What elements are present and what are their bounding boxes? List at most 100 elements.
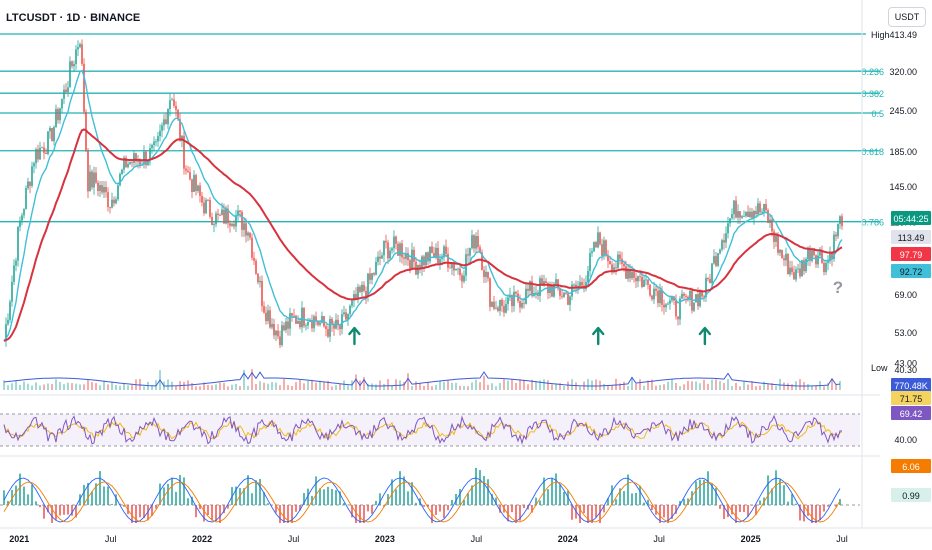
volume-bar <box>699 383 701 390</box>
volume-bar <box>39 385 41 390</box>
candle-body <box>265 312 267 322</box>
candle-body <box>103 187 105 193</box>
momentum-bar <box>203 505 205 522</box>
candle-body <box>449 267 451 269</box>
momentum-line-slow <box>3 481 841 523</box>
volume-bar <box>571 379 573 390</box>
rsi-badge-value: 69.42 <box>900 409 923 419</box>
candle-body <box>567 293 569 305</box>
candle-body <box>489 278 491 307</box>
momentum-bar <box>267 503 269 505</box>
candle-body <box>177 109 179 120</box>
volume-bar <box>687 380 689 390</box>
candle-body <box>227 208 229 224</box>
candle-body <box>327 329 329 337</box>
volume-bar <box>203 382 205 390</box>
momentum-bar <box>155 505 157 509</box>
volume-bar <box>507 380 509 390</box>
candle-body <box>693 302 695 311</box>
candle-body <box>687 296 689 300</box>
x-tick-label: 2023 <box>375 534 395 544</box>
candle-body <box>633 272 635 278</box>
candle-body <box>159 130 161 137</box>
candle-body <box>547 283 549 294</box>
momentum-bar <box>247 475 249 505</box>
currency-badge[interactable]: USDT <box>888 7 926 27</box>
candle-body <box>397 243 399 256</box>
candle-body <box>833 234 835 259</box>
volume-bar <box>311 379 313 390</box>
volume-bar <box>267 383 269 390</box>
volume-bar <box>435 384 437 390</box>
candle-body <box>403 257 405 259</box>
candle-body <box>95 172 97 183</box>
candle-body <box>673 296 675 301</box>
candle-body <box>579 282 581 286</box>
candle-body <box>427 252 429 262</box>
volume-bar <box>839 381 841 390</box>
momentum-bar <box>543 477 545 505</box>
volume-bar <box>59 381 61 390</box>
low-value-label: 40.30 <box>894 365 917 375</box>
volume-bar <box>611 384 613 390</box>
volume-bar <box>315 382 317 390</box>
candle-body <box>299 320 301 328</box>
candle-body <box>69 61 71 88</box>
candle-body <box>117 185 119 200</box>
candle-body <box>789 267 791 275</box>
candle-body <box>187 170 189 173</box>
volume-bar <box>731 386 733 390</box>
volume-bar <box>427 381 429 390</box>
momentum-bar <box>647 499 649 505</box>
candle-body <box>541 278 543 286</box>
candle-body <box>365 290 367 298</box>
candle-body <box>787 253 789 275</box>
volume-bar <box>459 385 461 390</box>
momentum-bar <box>443 505 445 519</box>
candle-body <box>229 223 231 226</box>
candle-body <box>677 316 679 320</box>
candle-body <box>325 326 327 330</box>
momentum-bar <box>235 486 237 505</box>
volume-bar <box>659 385 661 390</box>
x-tick-label: Jul <box>105 534 117 544</box>
candle-body <box>9 301 11 320</box>
candle-body <box>281 325 283 346</box>
candle-body <box>771 219 773 232</box>
momentum-bar <box>403 476 405 505</box>
momentum-bar <box>483 476 485 505</box>
momentum-bar <box>115 494 117 505</box>
momentum-bar <box>571 505 573 520</box>
candle-body <box>77 47 79 50</box>
candle-body <box>551 285 553 297</box>
candle-body <box>667 303 669 305</box>
momentum-badge-fast: 6.06 <box>902 462 920 472</box>
candle-body <box>387 242 389 259</box>
up-arrow-icon <box>592 326 605 346</box>
candle-body <box>611 264 613 273</box>
momentum-bar <box>7 500 9 505</box>
momentum-bar <box>35 501 37 505</box>
candle-body <box>383 240 385 256</box>
candle-body <box>561 295 563 297</box>
candle-body <box>675 300 677 317</box>
candle-body <box>479 247 481 253</box>
volume-bar <box>107 384 109 390</box>
candle-body <box>703 296 705 298</box>
candle-body <box>63 89 65 99</box>
volume-bar <box>711 379 713 390</box>
y-tick-label: 69.00 <box>894 290 917 300</box>
y-tick-label: 413.49 <box>889 30 917 40</box>
volume-bar <box>331 386 333 390</box>
volume-bar <box>807 384 809 390</box>
candle-body <box>819 251 821 256</box>
momentum-bar <box>71 505 73 516</box>
candle-body <box>251 237 253 258</box>
volume-bar <box>327 380 329 390</box>
momentum-bar <box>131 505 133 523</box>
volume-bar <box>647 380 649 390</box>
candle-body <box>59 108 61 121</box>
candle-body <box>171 99 173 101</box>
candle-body <box>223 209 225 224</box>
